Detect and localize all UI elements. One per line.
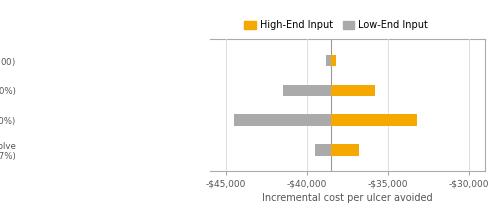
Bar [332, 85, 375, 96]
Bar [332, 55, 336, 66]
Bar [332, 114, 417, 126]
Legend: High-End Input, Low-End Input: High-End Input, Low-End Input [242, 18, 430, 32]
Bar [283, 85, 332, 96]
Bar [332, 144, 359, 155]
Bar [326, 55, 332, 66]
Bar [234, 114, 332, 126]
Bar [315, 144, 332, 155]
X-axis label: Incremental cost per ulcer avoided: Incremental cost per ulcer avoided [262, 193, 433, 203]
